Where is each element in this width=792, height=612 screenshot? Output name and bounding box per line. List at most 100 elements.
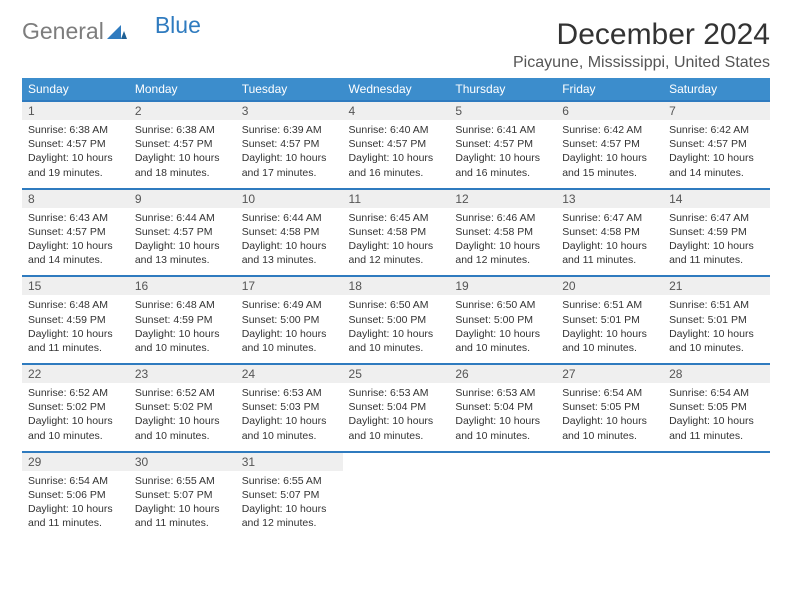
day-number-cell: 7 xyxy=(663,101,770,120)
sunrise-line: Sunrise: 6:50 AM xyxy=(349,298,444,312)
sunrise-line: Sunrise: 6:53 AM xyxy=(242,386,337,400)
daylight-line: Daylight: 10 hours and 13 minutes. xyxy=(135,239,230,267)
day-number-cell: 15 xyxy=(22,276,129,295)
day-number-cell: 4 xyxy=(343,101,450,120)
header: General Blue December 2024 Picayune, Mis… xyxy=(22,18,770,72)
week-daynum-row: 1234567 xyxy=(22,101,770,120)
day-number-cell xyxy=(449,452,556,471)
day-number-cell: 11 xyxy=(343,189,450,208)
sunset-line: Sunset: 4:58 PM xyxy=(349,225,444,239)
daylight-line: Daylight: 10 hours and 11 minutes. xyxy=(135,502,230,530)
daylight-line: Daylight: 10 hours and 18 minutes. xyxy=(135,151,230,179)
day-info-cell: Sunrise: 6:42 AMSunset: 4:57 PMDaylight:… xyxy=(556,120,663,189)
sunrise-line: Sunrise: 6:50 AM xyxy=(455,298,550,312)
daylight-line: Daylight: 10 hours and 16 minutes. xyxy=(455,151,550,179)
sunrise-line: Sunrise: 6:49 AM xyxy=(242,298,337,312)
day-info-cell: Sunrise: 6:39 AMSunset: 4:57 PMDaylight:… xyxy=(236,120,343,189)
sunset-line: Sunset: 4:57 PM xyxy=(455,137,550,151)
sunrise-line: Sunrise: 6:52 AM xyxy=(28,386,123,400)
daylight-line: Daylight: 10 hours and 13 minutes. xyxy=(242,239,337,267)
day-number-cell: 1 xyxy=(22,101,129,120)
daylight-line: Daylight: 10 hours and 10 minutes. xyxy=(349,327,444,355)
sunrise-line: Sunrise: 6:38 AM xyxy=(28,123,123,137)
sunset-line: Sunset: 5:00 PM xyxy=(242,313,337,327)
week-daynum-row: 891011121314 xyxy=(22,189,770,208)
daylight-line: Daylight: 10 hours and 10 minutes. xyxy=(28,414,123,442)
sunset-line: Sunset: 5:00 PM xyxy=(455,313,550,327)
day-number-cell: 30 xyxy=(129,452,236,471)
day-number-cell xyxy=(556,452,663,471)
dayhead-wed: Wednesday xyxy=(343,78,450,101)
day-number-cell: 23 xyxy=(129,364,236,383)
sunset-line: Sunset: 5:02 PM xyxy=(28,400,123,414)
day-info-cell: Sunrise: 6:51 AMSunset: 5:01 PMDaylight:… xyxy=(663,295,770,364)
day-info-cell: Sunrise: 6:38 AMSunset: 4:57 PMDaylight:… xyxy=(129,120,236,189)
sunset-line: Sunset: 5:07 PM xyxy=(135,488,230,502)
month-title: December 2024 xyxy=(513,18,770,52)
day-number-cell: 22 xyxy=(22,364,129,383)
sunrise-line: Sunrise: 6:42 AM xyxy=(562,123,657,137)
daylight-line: Daylight: 10 hours and 10 minutes. xyxy=(349,414,444,442)
location: Picayune, Mississippi, United States xyxy=(513,54,770,72)
sunrise-line: Sunrise: 6:44 AM xyxy=(135,211,230,225)
day-number-cell: 26 xyxy=(449,364,556,383)
day-number-cell: 8 xyxy=(22,189,129,208)
day-info-cell: Sunrise: 6:52 AMSunset: 5:02 PMDaylight:… xyxy=(22,383,129,452)
sunset-line: Sunset: 5:02 PM xyxy=(135,400,230,414)
day-number-cell: 6 xyxy=(556,101,663,120)
day-number-cell: 2 xyxy=(129,101,236,120)
daylight-line: Daylight: 10 hours and 12 minutes. xyxy=(349,239,444,267)
daylight-line: Daylight: 10 hours and 11 minutes. xyxy=(669,414,764,442)
day-number-cell: 21 xyxy=(663,276,770,295)
day-number-cell: 20 xyxy=(556,276,663,295)
sunset-line: Sunset: 5:04 PM xyxy=(455,400,550,414)
day-info-cell: Sunrise: 6:55 AMSunset: 5:07 PMDaylight:… xyxy=(236,471,343,539)
day-info-cell xyxy=(449,471,556,539)
sunset-line: Sunset: 5:04 PM xyxy=(349,400,444,414)
daylight-line: Daylight: 10 hours and 11 minutes. xyxy=(28,327,123,355)
day-number-cell: 17 xyxy=(236,276,343,295)
day-info-cell: Sunrise: 6:46 AMSunset: 4:58 PMDaylight:… xyxy=(449,208,556,277)
sunset-line: Sunset: 5:06 PM xyxy=(28,488,123,502)
calendar-body: 1234567Sunrise: 6:38 AMSunset: 4:57 PMDa… xyxy=(22,101,770,538)
day-info-cell: Sunrise: 6:53 AMSunset: 5:04 PMDaylight:… xyxy=(343,383,450,452)
week-daynum-row: 22232425262728 xyxy=(22,364,770,383)
daylight-line: Daylight: 10 hours and 16 minutes. xyxy=(349,151,444,179)
day-number-cell: 12 xyxy=(449,189,556,208)
dayhead-tue: Tuesday xyxy=(236,78,343,101)
daylight-line: Daylight: 10 hours and 10 minutes. xyxy=(242,414,337,442)
day-number-cell: 13 xyxy=(556,189,663,208)
sunrise-line: Sunrise: 6:55 AM xyxy=(135,474,230,488)
day-info-cell: Sunrise: 6:41 AMSunset: 4:57 PMDaylight:… xyxy=(449,120,556,189)
sunrise-line: Sunrise: 6:42 AM xyxy=(669,123,764,137)
sunset-line: Sunset: 4:57 PM xyxy=(242,137,337,151)
sunrise-line: Sunrise: 6:51 AM xyxy=(669,298,764,312)
sunrise-line: Sunrise: 6:45 AM xyxy=(349,211,444,225)
day-info-cell: Sunrise: 6:50 AMSunset: 5:00 PMDaylight:… xyxy=(343,295,450,364)
day-number-cell: 14 xyxy=(663,189,770,208)
day-info-cell xyxy=(663,471,770,539)
sunrise-line: Sunrise: 6:40 AM xyxy=(349,123,444,137)
daylight-line: Daylight: 10 hours and 10 minutes. xyxy=(455,414,550,442)
daylight-line: Daylight: 10 hours and 11 minutes. xyxy=(562,239,657,267)
daylight-line: Daylight: 10 hours and 15 minutes. xyxy=(562,151,657,179)
day-info-cell: Sunrise: 6:53 AMSunset: 5:03 PMDaylight:… xyxy=(236,383,343,452)
sunset-line: Sunset: 4:57 PM xyxy=(562,137,657,151)
daylight-line: Daylight: 10 hours and 10 minutes. xyxy=(562,327,657,355)
logo-mark-icon xyxy=(107,18,127,45)
daylight-line: Daylight: 10 hours and 10 minutes. xyxy=(135,327,230,355)
week-info-row: Sunrise: 6:54 AMSunset: 5:06 PMDaylight:… xyxy=(22,471,770,539)
sunset-line: Sunset: 4:59 PM xyxy=(135,313,230,327)
sunrise-line: Sunrise: 6:48 AM xyxy=(135,298,230,312)
day-info-cell: Sunrise: 6:42 AMSunset: 4:57 PMDaylight:… xyxy=(663,120,770,189)
dayhead-sat: Saturday xyxy=(663,78,770,101)
sunset-line: Sunset: 4:58 PM xyxy=(562,225,657,239)
week-daynum-row: 293031 xyxy=(22,452,770,471)
day-info-cell: Sunrise: 6:53 AMSunset: 5:04 PMDaylight:… xyxy=(449,383,556,452)
dayhead-fri: Friday xyxy=(556,78,663,101)
day-number-cell: 10 xyxy=(236,189,343,208)
sunset-line: Sunset: 4:57 PM xyxy=(349,137,444,151)
day-info-cell: Sunrise: 6:43 AMSunset: 4:57 PMDaylight:… xyxy=(22,208,129,277)
week-daynum-row: 15161718192021 xyxy=(22,276,770,295)
day-info-cell: Sunrise: 6:54 AMSunset: 5:06 PMDaylight:… xyxy=(22,471,129,539)
